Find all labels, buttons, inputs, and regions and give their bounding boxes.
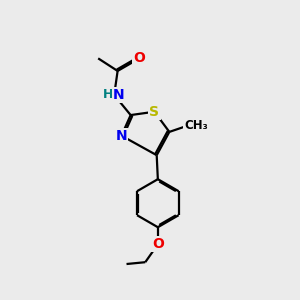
Text: H: H bbox=[103, 88, 114, 101]
Text: N: N bbox=[116, 129, 127, 143]
Text: S: S bbox=[149, 105, 159, 119]
Text: N: N bbox=[113, 88, 124, 102]
Text: O: O bbox=[152, 237, 164, 251]
Text: CH₃: CH₃ bbox=[184, 119, 208, 132]
Text: O: O bbox=[134, 51, 145, 65]
